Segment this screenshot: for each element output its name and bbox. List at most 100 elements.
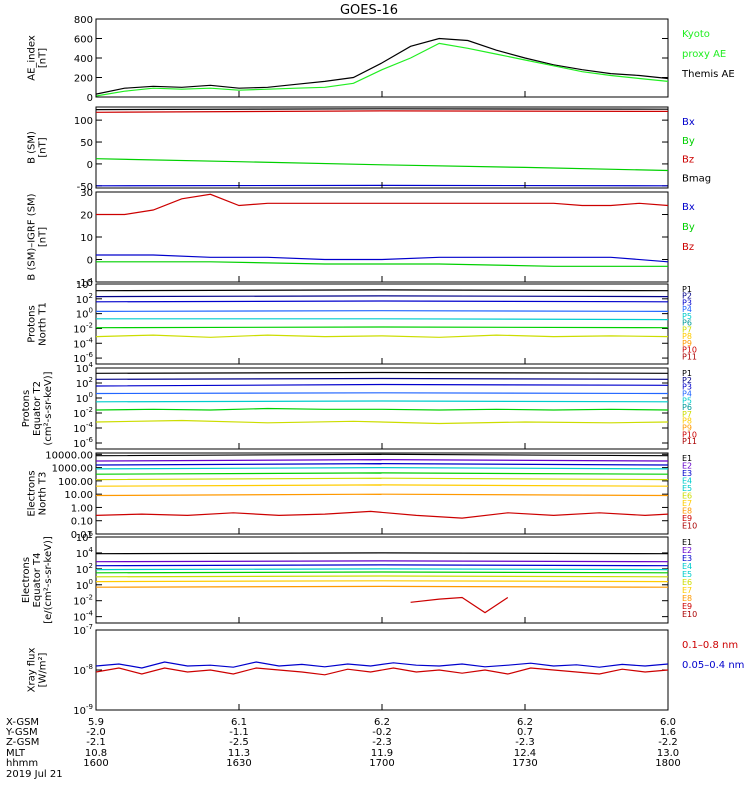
series-line-e8 (95, 585, 669, 588)
y-tick-label: 0.01 (71, 530, 93, 541)
y-tick-label: -10 (77, 278, 93, 289)
legend-entry: P8 (682, 417, 692, 426)
legend-entry: P6 (682, 319, 692, 328)
y-tick-label: 100 (76, 307, 93, 321)
series-line-bx (96, 254, 669, 263)
x-axis-value: -2.3 (372, 737, 392, 748)
y-axis-label: Protons (27, 305, 38, 342)
panel-ae: 0 200 400 600 800 AE_index [nT] Kyoto proxy AE Th… (27, 15, 735, 104)
legend-entry: P3 (682, 298, 692, 307)
y-tick-label: 1.00 (71, 503, 93, 514)
legend-entry: E10 (682, 522, 697, 531)
y-tick-label: 10-2 (73, 594, 93, 608)
legend-entry: E8 (682, 594, 692, 603)
series-line-by (95, 158, 669, 172)
y-tick-label: 100 (76, 578, 93, 592)
y-tick-label: 10-4 (73, 610, 93, 624)
x-axis-value: 6.2 (374, 717, 390, 728)
y-tick-label: 10000.00 (45, 450, 93, 461)
y-tick-label: 800 (74, 15, 93, 26)
x-axis-value: 12.4 (514, 748, 536, 759)
legend-entry: P1 (682, 369, 692, 378)
x-axis-value: 1600 (83, 758, 108, 769)
legend-entry: E7 (682, 499, 692, 508)
y-tick-label: 0 (87, 160, 93, 171)
y-tick-label: 30 (80, 188, 93, 199)
y-tick-label: 20 (80, 211, 93, 222)
x-axis-value: -2.5 (229, 737, 249, 748)
legend-entry: P10 (682, 346, 697, 355)
series-line-e5 (95, 472, 669, 475)
y-axis-label: AE_index (27, 35, 38, 81)
legend-entry: P7 (682, 325, 692, 334)
y-axis-label: B (SM)–IGRF (SM) (27, 193, 38, 280)
y-tick-label: 200 (74, 74, 93, 85)
x-axis-value: 10.8 (85, 748, 107, 759)
series-line-e6 (95, 575, 669, 578)
legend-entry: P6 (682, 403, 692, 412)
legend-entry: proxy AE (682, 49, 726, 60)
y-tick-label: 10-8 (73, 663, 93, 677)
legend-entry: P5 (682, 312, 692, 321)
series-line-p4 (95, 310, 669, 312)
series-line-e9 (410, 596, 509, 614)
legend-entry: P11 (682, 352, 697, 361)
legend-entry: By (682, 222, 695, 233)
y-axis-label: Equator T4 (32, 553, 43, 608)
legend-entry: 0.05–0.4 nm (682, 660, 744, 671)
panel-frame (95, 18, 669, 98)
y-axis-label: B (SM) (27, 131, 38, 164)
legend-entry: P4 (682, 389, 692, 398)
legend-entry: E9 (682, 514, 692, 523)
series-line-p3 (95, 300, 669, 303)
series-line-e7 (95, 580, 669, 583)
y-axis-label: North T3 (38, 472, 49, 516)
x-axis-row-label: Z-GSM (6, 737, 39, 748)
x-axis-value: 1.6 (660, 727, 676, 738)
x-axis-value: 6.2 (517, 717, 533, 728)
legend-entry: Bx (682, 202, 695, 213)
y-tick-label: 104 (76, 546, 94, 560)
x-axis-value: -0.2 (372, 727, 392, 738)
y-tick-label: 600 (74, 35, 93, 46)
legend-entry: E3 (682, 554, 692, 563)
legend-entry: E4 (682, 562, 692, 571)
panel-electrons_north: 10000.00 1000.00 100.00 10.00 1.00 0.10 0.01 El… (27, 450, 698, 541)
y-tick-label: 102 (76, 376, 93, 390)
series-line-e4 (95, 466, 669, 470)
series-line-bz (96, 193, 669, 216)
series-line-kyoto-proxy-ae (95, 42, 669, 97)
series-line-e9 (95, 510, 669, 519)
series-line-p7 (95, 419, 669, 425)
legend-entry: By (682, 136, 695, 147)
legend-entry: Bz (682, 242, 694, 253)
y-tick-label: 106 (76, 530, 94, 544)
legend-entry: P11 (682, 437, 697, 446)
series-line-p2 (95, 377, 669, 380)
legend-entry: E9 (682, 602, 692, 611)
legend-entry: Bz (682, 155, 694, 166)
y-tick-label: 10-7 (73, 623, 93, 637)
legend-entry: Bx (682, 117, 695, 128)
legend-entry: E1 (682, 454, 692, 463)
legend-entry: E1 (682, 538, 692, 547)
legend-entry: P9 (682, 339, 692, 348)
y-axis-label: North T1 (38, 302, 49, 346)
y-axis-label: [nT] (38, 137, 49, 157)
series-line-e4 (95, 568, 669, 571)
legend-entry: E5 (682, 570, 692, 579)
x-axis-value: -2.2 (658, 737, 678, 748)
series-line-p2 (95, 295, 669, 298)
series-line-bz (95, 110, 669, 113)
legend-entry: E10 (682, 610, 697, 619)
y-axis-label: [nT] (38, 227, 49, 247)
legend-entry: P7 (682, 410, 692, 419)
legend-entry: P2 (682, 292, 692, 301)
series-line-0-05-0-4-nm (95, 661, 669, 669)
y-tick-label: 0 (87, 256, 93, 267)
x-axis-value: 1730 (512, 758, 537, 769)
y-tick-label: 10-9 (73, 703, 93, 717)
legend-entry: P3 (682, 383, 692, 392)
